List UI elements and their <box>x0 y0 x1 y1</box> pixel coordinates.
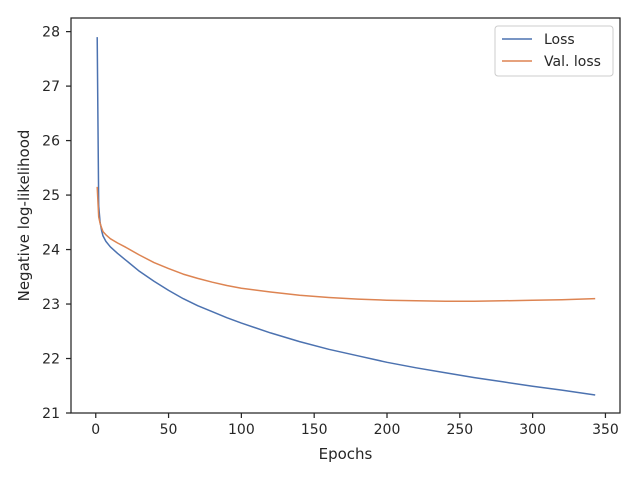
y-tick-label: 24 <box>42 243 60 259</box>
series-line-1 <box>96 37 596 396</box>
y-axis-title: Negative log-likelihood <box>15 130 33 302</box>
y-axis-ticks: 21 22 23 24 25 26 27 28 <box>42 25 71 422</box>
x-tick-label: 100 <box>228 422 255 438</box>
x-tick-label: 150 <box>301 422 328 438</box>
legend-label-2: Val. loss <box>544 54 601 70</box>
x-tick-label: 250 <box>446 422 473 438</box>
y-tick-label: 28 <box>42 25 60 41</box>
legend-label-1: Loss <box>544 32 575 48</box>
series-line-2 <box>96 186 596 303</box>
plot-lines <box>96 37 596 396</box>
x-tick-label: 350 <box>592 422 619 438</box>
y-tick-label: 25 <box>42 188 60 204</box>
x-tick-label: 50 <box>160 422 178 438</box>
y-tick-label: 21 <box>42 406 60 422</box>
plot-frame <box>70 17 621 414</box>
y-tick-label: 26 <box>42 134 60 150</box>
legend: Loss Val. loss <box>494 25 614 77</box>
x-tick-label: 200 <box>374 422 401 438</box>
y-tick-label: 22 <box>42 352 60 368</box>
x-tick-label: 0 <box>91 422 100 438</box>
x-axis-ticks: 0 50 100 150 200 250 300 350 <box>91 413 619 438</box>
y-tick-label: 27 <box>42 79 60 95</box>
y-tick-label: 23 <box>42 297 60 313</box>
x-tick-label: 300 <box>519 422 546 438</box>
x-axis-title: Epochs <box>319 445 373 463</box>
